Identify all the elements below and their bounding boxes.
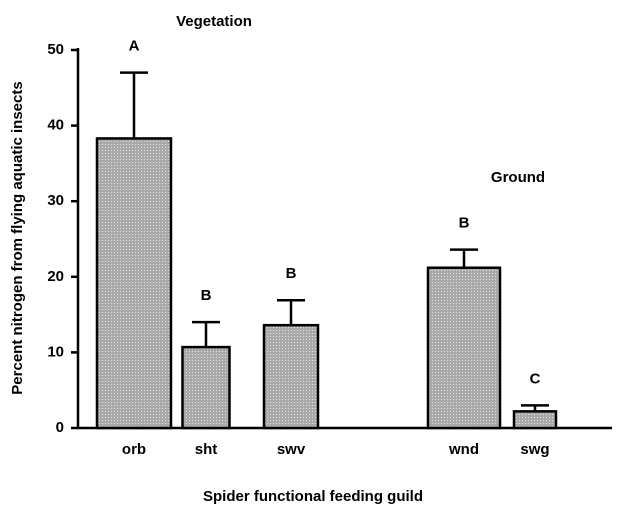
bar	[512, 410, 558, 430]
annotation: C	[530, 370, 541, 387]
y-tick-label: 50	[47, 41, 64, 58]
y-tick-label: 20	[47, 268, 64, 285]
y-axis-label: Percent nitrogen from flying aquatic ins…	[9, 81, 26, 394]
x-tick-label: swg	[520, 441, 549, 458]
x-tick-label: wnd	[448, 441, 479, 458]
x-tick-label: sht	[195, 441, 218, 458]
y-tick-label: 10	[47, 343, 64, 360]
bar	[95, 137, 173, 430]
x-tick-label: orb	[122, 441, 146, 458]
bar	[181, 345, 231, 430]
annotation: A	[129, 38, 140, 55]
bar	[262, 323, 320, 430]
y-tick-label: 0	[56, 419, 64, 436]
group-label: Ground	[491, 169, 545, 186]
x-tick-label: swv	[277, 441, 306, 458]
annotation: B	[286, 265, 297, 282]
y-tick-label: 30	[47, 192, 64, 209]
bar	[426, 266, 502, 430]
x-axis-label: Spider functional feeding guild	[203, 488, 423, 505]
annotation: B	[201, 287, 212, 304]
group-label: Vegetation	[176, 13, 252, 30]
y-tick-label: 40	[47, 117, 64, 134]
annotation: B	[459, 215, 470, 232]
